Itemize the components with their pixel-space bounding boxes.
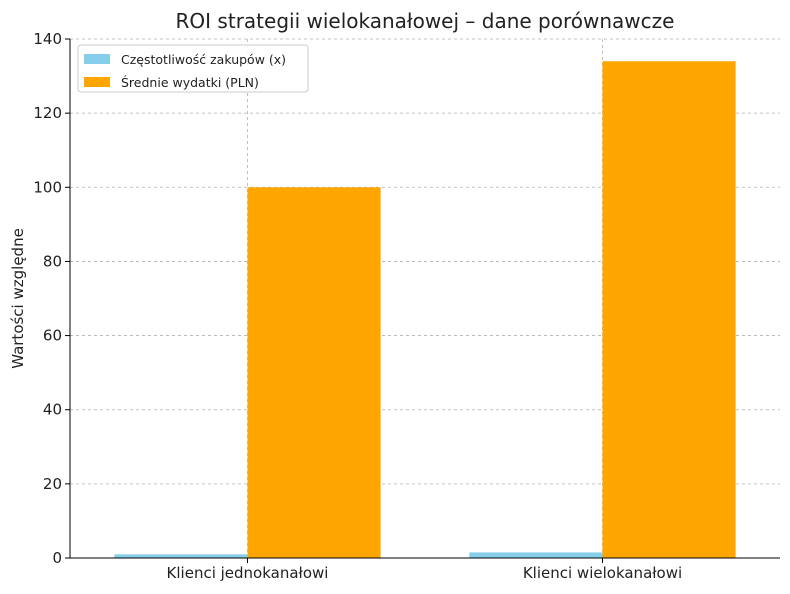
legend-swatch: [84, 77, 110, 87]
y-tick-label: 140: [33, 30, 62, 48]
x-tick-label: Klienci jednokanałowi: [167, 564, 329, 582]
legend-box: [77, 44, 309, 93]
x-axis-ticks: Klienci jednokanałowi Klienci wielokanało…: [167, 558, 682, 582]
legend: Częstotliwość zakupów (x) Średnie wydatki…: [77, 44, 309, 93]
bar: [247, 187, 381, 559]
bars: [114, 61, 736, 559]
axes: [69, 39, 780, 559]
bar: [469, 552, 603, 558]
y-tick-label: 120: [33, 104, 62, 122]
x-tick-label: Klienci wielokanałowi: [523, 564, 682, 582]
y-tick-label: 40: [43, 401, 62, 419]
y-tick-label: 80: [43, 252, 62, 270]
y-tick-label: 60: [43, 327, 62, 345]
y-tick-label: 0: [52, 549, 62, 567]
bar: [602, 61, 736, 558]
y-axis-ticks: 0 20 40 60 80 100 120 140: [33, 30, 70, 567]
legend-swatch: [84, 54, 110, 64]
legend-label: Częstotliwość zakupów (x): [121, 52, 286, 67]
legend-label: Średnie wydatki (PLN): [121, 75, 259, 90]
chart-title: ROI strategii wielokanałowej – dane poró…: [176, 9, 675, 33]
y-tick-label: 20: [43, 475, 62, 493]
y-tick-label: 100: [33, 178, 62, 196]
y-axis-label: Wartości względne: [9, 228, 27, 369]
bar: [114, 554, 248, 558]
